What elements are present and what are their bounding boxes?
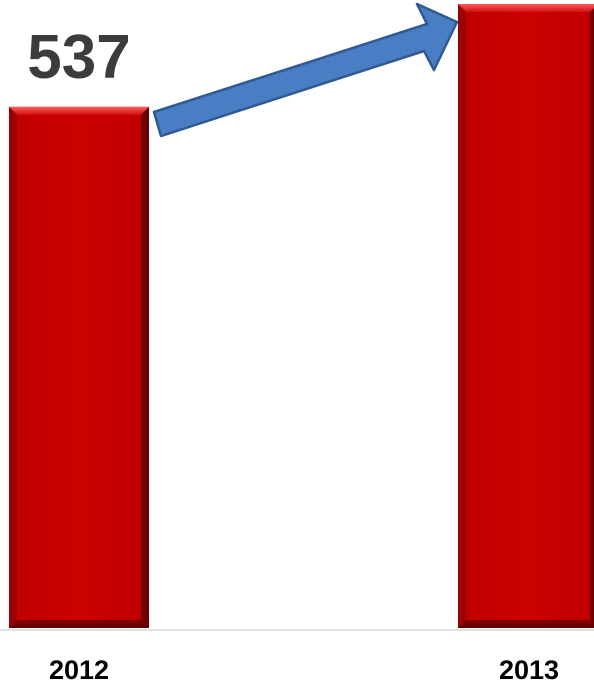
bar-2012 — [9, 106, 149, 629]
bars-group — [9, 4, 594, 629]
x-tick-label-2012: 2012 — [49, 655, 109, 685]
up-right-arrow-icon — [152, 2, 459, 138]
data-labels: 537 — [27, 23, 130, 92]
x-tick-label-2013: 2013 — [499, 655, 559, 685]
data-label-2012: 537 — [27, 23, 130, 92]
bar-2013 — [458, 4, 594, 628]
x-tick-labels: 2012 2013 — [49, 655, 559, 685]
